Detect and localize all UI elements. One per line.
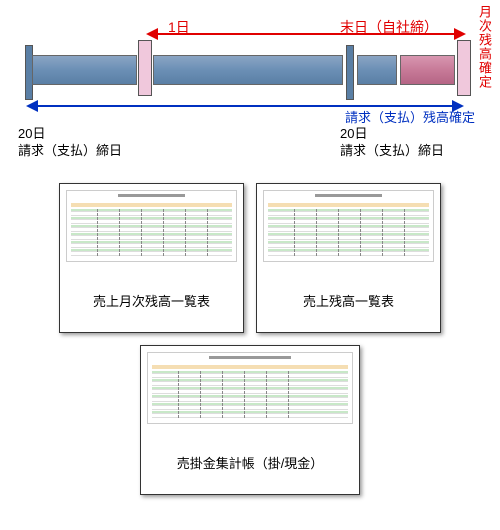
- report-thumb-1: [66, 190, 237, 262]
- report-thumb-2: [263, 190, 434, 262]
- bar-period-1: [32, 55, 137, 85]
- card-balance: 売上残高一覧表: [256, 183, 441, 333]
- red-arrow-head-right: [454, 28, 466, 40]
- report-thumb-3: [147, 352, 353, 424]
- label-1day: 1日: [168, 17, 190, 37]
- timeline-diagram: 1日 末日（自社締） 請求（支払）残高確定 20日 請求（支払）締日 20日 請…: [10, 0, 490, 175]
- marker-1day: [138, 40, 152, 96]
- label-matsu: 末日（自社締）: [340, 17, 438, 37]
- cards-row-1: 売上月次残高一覧表 売上残高一覧表: [0, 183, 500, 333]
- cards-row-2: 売掛金集計帳（掛/現金）: [0, 345, 500, 495]
- card-caption-1: 売上月次残高一覧表: [60, 268, 243, 332]
- marker-20-right: [346, 45, 354, 100]
- red-arrow-head-left: [146, 28, 158, 40]
- blue-arrow-head-left: [26, 100, 38, 112]
- bar-monthly-close: [400, 55, 455, 85]
- label-right-desc: 請求（支払）締日: [340, 140, 444, 159]
- card-urikake: 売掛金集計帳（掛/現金）: [140, 345, 360, 495]
- card-monthly-balance: 売上月次残高一覧表: [59, 183, 244, 333]
- card-caption-3: 売掛金集計帳（掛/現金）: [141, 430, 359, 494]
- card-caption-2: 売上残高一覧表: [257, 268, 440, 332]
- bar-period-2: [153, 55, 343, 85]
- label-left-desc: 請求（支払）締日: [18, 140, 122, 159]
- label-vertical-monthly: 月次残高確定: [475, 5, 494, 89]
- bar-period-3: [357, 55, 397, 85]
- marker-matsu: [457, 40, 471, 96]
